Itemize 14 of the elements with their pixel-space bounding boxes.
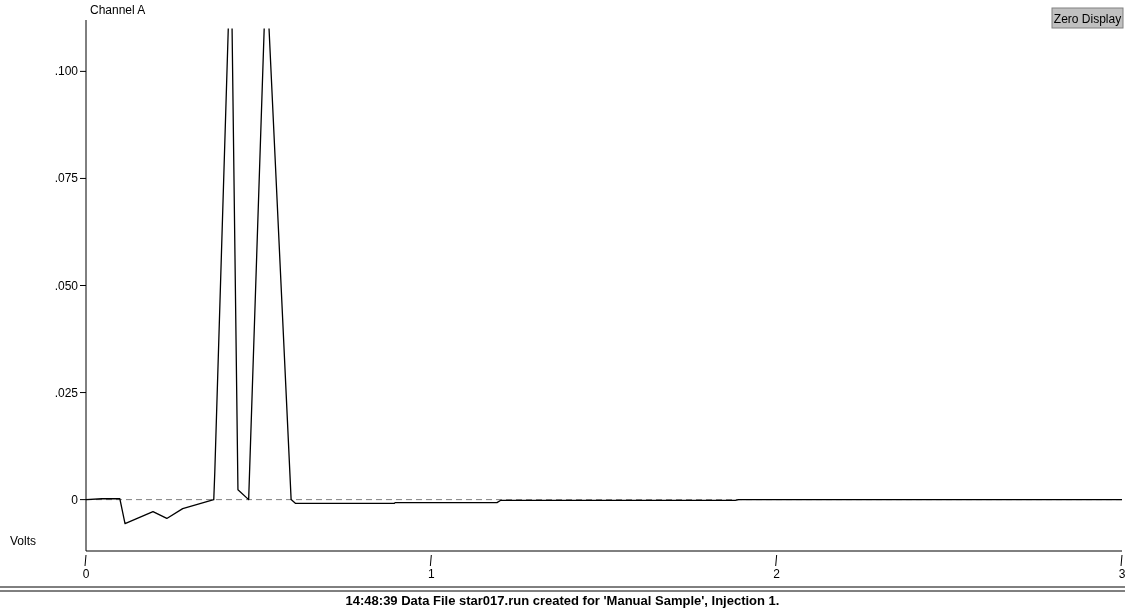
y-tick-label: 0 [71, 492, 79, 507]
annotation: Zero Display [1053, 12, 1122, 26]
chart-title: Channel A [90, 3, 146, 17]
y-tick-label: .100 [54, 64, 79, 79]
x-tick-label: 3 [1118, 567, 1125, 581]
x-tick-label: 2 [773, 567, 781, 581]
y-tick-label: .025 [54, 385, 79, 400]
x-tick-label: 0 [82, 567, 90, 581]
x-tick-label: 1 [427, 567, 435, 581]
text: 14:48:39 Data File star017.run created for 'Manual Sample', Injection 1. [345, 593, 780, 608]
y-axis-title: Volts [10, 534, 37, 548]
y-tick-label: .075 [54, 171, 79, 186]
zero-display-button: Zero Display [1051, 7, 1124, 29]
y-tick-label: .050 [54, 278, 79, 293]
